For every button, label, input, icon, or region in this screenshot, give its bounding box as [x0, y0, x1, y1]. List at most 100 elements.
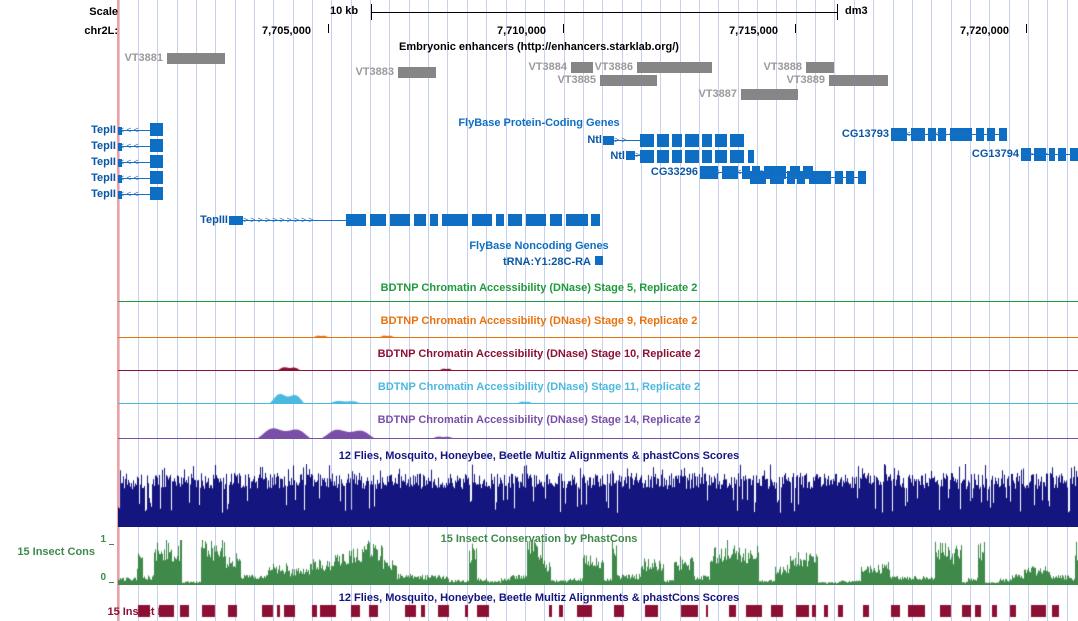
gene-strand-arrows: >	[635, 151, 642, 160]
gene-intron-line	[119, 162, 152, 163]
gridline	[409, 0, 410, 621]
dnase-baseline	[118, 301, 1078, 302]
gene-exon[interactable]	[150, 171, 163, 175]
gene-exon[interactable]	[640, 150, 654, 163]
gene-exon[interactable]	[685, 150, 699, 163]
phastcons-wiggle[interactable]	[118, 540, 1078, 585]
ruler-tick	[563, 24, 564, 33]
dnase-signal-wiggle[interactable]	[118, 346, 1078, 370]
enhancer-block[interactable]	[571, 62, 593, 73]
gene-strand-arrows: <<<	[119, 190, 141, 199]
gene-exon[interactable]	[508, 214, 522, 226]
enhancer-block[interactable]	[600, 75, 657, 86]
gridline	[157, 0, 158, 621]
gridline	[641, 0, 642, 621]
gene-exon[interactable]	[118, 175, 122, 183]
gene-exon[interactable]	[390, 214, 410, 226]
gene-strand-arrows: <<<<<<<<<<<	[700, 168, 780, 177]
gene-label: TepII	[91, 124, 116, 136]
scale-bar-text: 10 kb	[330, 5, 359, 17]
gene-exon[interactable]	[715, 134, 727, 147]
gene-exon[interactable]	[430, 214, 438, 226]
gridline	[447, 0, 448, 621]
enhancer-label: VT3885	[557, 74, 596, 86]
gridline	[699, 0, 700, 621]
gene-exon[interactable]	[150, 139, 163, 143]
gene-exon[interactable]	[118, 127, 122, 135]
gene-exon[interactable]	[442, 214, 468, 226]
enhancer-block[interactable]	[741, 89, 798, 100]
gene-exon[interactable]	[370, 214, 386, 226]
gene-exon[interactable]	[702, 150, 712, 163]
gridline	[951, 0, 952, 621]
gene-exon[interactable]	[496, 214, 504, 226]
enhancer-block[interactable]	[637, 62, 712, 73]
gene-exon[interactable]	[472, 214, 492, 226]
gene-exon[interactable]	[640, 134, 654, 147]
gene-exon[interactable]	[150, 158, 163, 168]
gene-exon[interactable]	[150, 126, 163, 136]
gene-exon[interactable]	[657, 150, 669, 163]
gene-exon[interactable]	[730, 150, 744, 163]
gene-exon[interactable]	[566, 214, 588, 226]
dnase-signal-wiggle[interactable]	[118, 313, 1078, 337]
gene-exon[interactable]	[118, 143, 122, 151]
dnase-signal-wiggle[interactable]	[118, 379, 1078, 403]
ruler-coordinate-label: 7,720,000	[960, 25, 1009, 37]
gene-exon[interactable]	[672, 150, 682, 163]
gene-label: TepII	[91, 140, 116, 152]
gene-exon[interactable]	[150, 123, 163, 127]
gridline	[738, 0, 739, 621]
gene-exon[interactable]	[685, 134, 699, 147]
gene-exon[interactable]	[672, 134, 682, 147]
gene-strand-arrows: >>>>>	[1021, 150, 1058, 159]
enhancer-block[interactable]	[167, 53, 225, 64]
gene-exon[interactable]	[118, 191, 122, 199]
track-title-noncoding-genes: FlyBase Noncoding Genes	[469, 240, 609, 252]
dnase-baseline	[118, 438, 1078, 439]
gene-exon[interactable]	[748, 150, 754, 163]
ruler-tick	[795, 24, 796, 33]
gridline	[989, 0, 990, 621]
gene-exon[interactable]	[550, 214, 562, 226]
gene-exon[interactable]	[414, 214, 426, 226]
enhancer-block[interactable]	[398, 67, 436, 78]
gene-exon[interactable]	[702, 134, 712, 147]
gene-exon[interactable]	[150, 190, 163, 200]
gene-intron-line	[891, 134, 1007, 135]
gene-exon[interactable]	[591, 214, 600, 226]
dnase-signal-wiggle[interactable]	[118, 414, 1078, 438]
enhancer-block[interactable]	[829, 75, 888, 86]
dnase-baseline	[118, 403, 1078, 404]
gene-label: Ntl	[587, 134, 602, 146]
enhancer-block[interactable]	[806, 62, 834, 73]
gridline	[873, 0, 874, 621]
noncoding-gene-exon[interactable]	[595, 256, 603, 265]
gene-exon[interactable]	[603, 136, 614, 145]
gene-exon[interactable]	[346, 214, 366, 226]
gene-intron-line	[119, 130, 152, 131]
dnase-baseline	[118, 370, 1078, 371]
gridline	[370, 0, 371, 621]
gene-exon[interactable]	[730, 134, 744, 147]
gene-exon[interactable]	[657, 134, 669, 147]
gridline	[293, 0, 294, 621]
gene-exon[interactable]	[236, 218, 243, 223]
gene-exon[interactable]	[150, 187, 163, 191]
gene-exon[interactable]	[150, 155, 163, 159]
gridline	[893, 0, 894, 621]
multiz-alignment-wiggle[interactable]	[118, 464, 1078, 527]
gene-exon[interactable]	[626, 151, 635, 160]
gene-exon[interactable]	[715, 150, 727, 163]
center-marker-line	[117, 0, 119, 621]
enhancer-label: VT3887	[698, 88, 737, 100]
assembly-label: dm3	[845, 5, 868, 17]
gene-strand-arrows: <<<<<<<<<<<	[891, 130, 971, 139]
gene-exon[interactable]	[150, 142, 163, 152]
gene-exon[interactable]	[118, 159, 122, 167]
gene-strand-arrows: <<<	[119, 174, 141, 183]
gene-exon[interactable]	[526, 214, 546, 226]
gene-exon[interactable]	[150, 174, 163, 184]
insect-elements-track[interactable]	[118, 603, 1078, 621]
